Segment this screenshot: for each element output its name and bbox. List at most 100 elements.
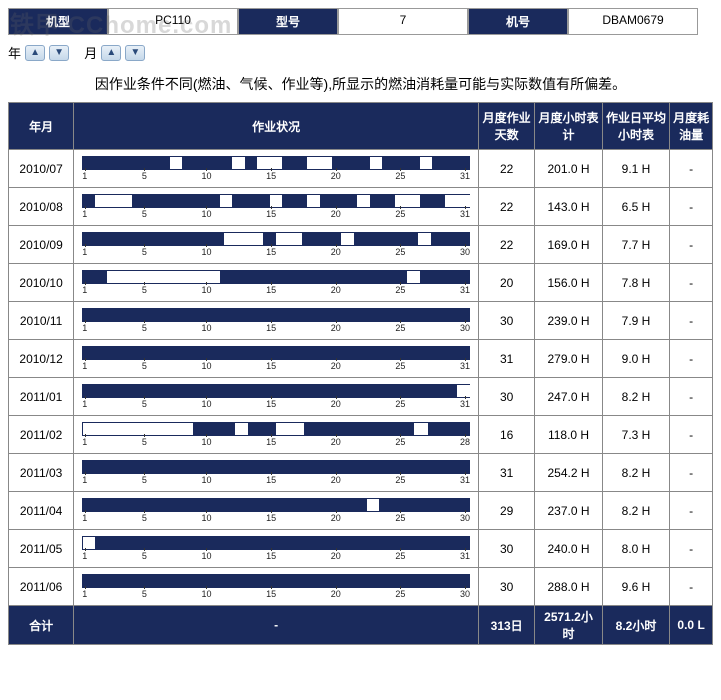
table-row: 2010/1115101520253030239.0 H7.9 H-: [9, 302, 713, 340]
cell-activity-chart: 151015202530: [74, 568, 479, 606]
cell-avg: 9.0 H: [602, 340, 669, 378]
table-row: 2010/0815101520253122143.0 H6.5 H-: [9, 188, 713, 226]
total-label: 合计: [9, 606, 74, 645]
table-row: 2010/1215101520253131279.0 H9.0 H-: [9, 340, 713, 378]
total-days: 313日: [479, 606, 535, 645]
cell-hours: 118.0 H: [535, 416, 602, 454]
model-value: 7: [338, 8, 468, 35]
cell-avg: 8.0 H: [602, 530, 669, 568]
machine-no-value: DBAM0679: [568, 8, 698, 35]
cell-days: 30: [479, 302, 535, 340]
model-label: 型号: [238, 8, 338, 35]
cell-fuel: -: [670, 264, 713, 302]
cell-hours: 279.0 H: [535, 340, 602, 378]
cell-activity-chart: 151015202531: [74, 378, 479, 416]
table-row: 2011/0115101520253130247.0 H8.2 H-: [9, 378, 713, 416]
total-fuel: 0.0 L: [670, 606, 713, 645]
cell-fuel: -: [670, 226, 713, 264]
cell-fuel: -: [670, 302, 713, 340]
cell-avg: 7.8 H: [602, 264, 669, 302]
cell-hours: 240.0 H: [535, 530, 602, 568]
cell-activity-chart: 151015202531: [74, 530, 479, 568]
cell-days: 31: [479, 340, 535, 378]
header-info: 机型 PC110 型号 7 机号 DBAM0679: [8, 8, 713, 35]
month-down-button[interactable]: ▼: [125, 45, 145, 61]
cell-avg: 9.6 H: [602, 568, 669, 606]
cell-month: 2011/05: [9, 530, 74, 568]
cell-month: 2010/10: [9, 264, 74, 302]
cell-fuel: -: [670, 378, 713, 416]
table-row: 2010/0915101520253022169.0 H7.7 H-: [9, 226, 713, 264]
table-row: 2011/0215101520252816118.0 H7.3 H-: [9, 416, 713, 454]
cell-hours: 288.0 H: [535, 568, 602, 606]
cell-activity-chart: 151015202531: [74, 264, 479, 302]
cell-fuel: -: [670, 568, 713, 606]
table-row: 2011/0415101520253029237.0 H8.2 H-: [9, 492, 713, 530]
data-table: 年月 作业状况 月度作业天数 月度小时表计 作业日平均小时表 月度耗油量 201…: [8, 102, 713, 645]
cell-days: 30: [479, 378, 535, 416]
cell-hours: 156.0 H: [535, 264, 602, 302]
cell-fuel: -: [670, 530, 713, 568]
cell-activity-chart: 151015202530: [74, 492, 479, 530]
th-activity: 作业状况: [74, 103, 479, 150]
cell-days: 16: [479, 416, 535, 454]
cell-month: 2011/03: [9, 454, 74, 492]
cell-days: 22: [479, 188, 535, 226]
cell-hours: 169.0 H: [535, 226, 602, 264]
cell-fuel: -: [670, 492, 713, 530]
cell-avg: 7.7 H: [602, 226, 669, 264]
cell-month: 2010/07: [9, 150, 74, 188]
cell-avg: 7.9 H: [602, 302, 669, 340]
cell-avg: 9.1 H: [602, 150, 669, 188]
cell-month: 2010/09: [9, 226, 74, 264]
month-up-button[interactable]: ▲: [101, 45, 121, 61]
cell-activity-chart: 151015202530: [74, 302, 479, 340]
cell-hours: 237.0 H: [535, 492, 602, 530]
table-row: 2011/0615101520253030288.0 H9.6 H-: [9, 568, 713, 606]
cell-month: 2010/08: [9, 188, 74, 226]
cell-activity-chart: 151015202528: [74, 416, 479, 454]
cell-month: 2011/04: [9, 492, 74, 530]
cell-month: 2010/11: [9, 302, 74, 340]
total-avg: 8.2小时: [602, 606, 669, 645]
cell-days: 30: [479, 530, 535, 568]
machine-no-label: 机号: [468, 8, 568, 35]
th-hours: 月度小时表计: [535, 103, 602, 150]
cell-fuel: -: [670, 150, 713, 188]
note-text: 因作业条件不同(燃油、气候、作业等),所显示的燃油消耗量可能与实际数值有所偏差。: [8, 74, 713, 94]
cell-days: 22: [479, 226, 535, 264]
table-row: 2011/0515101520253130240.0 H8.0 H-: [9, 530, 713, 568]
th-fuel: 月度耗油量: [670, 103, 713, 150]
date-navigator: 年 ▲ ▼ 月 ▲ ▼: [8, 43, 713, 62]
cell-activity-chart: 151015202531: [74, 188, 479, 226]
year-down-button[interactable]: ▼: [49, 45, 69, 61]
total-hours: 2571.2小时: [535, 606, 602, 645]
machine-type-label: 机型: [8, 8, 108, 35]
cell-hours: 247.0 H: [535, 378, 602, 416]
total-activity: -: [74, 606, 479, 645]
cell-days: 22: [479, 150, 535, 188]
table-row: 2011/0315101520253131254.2 H8.2 H-: [9, 454, 713, 492]
machine-type-value: PC110: [108, 8, 238, 35]
cell-days: 20: [479, 264, 535, 302]
cell-activity-chart: 151015202531: [74, 340, 479, 378]
th-month: 年月: [9, 103, 74, 150]
year-up-button[interactable]: ▲: [25, 45, 45, 61]
cell-avg: 6.5 H: [602, 188, 669, 226]
th-days: 月度作业天数: [479, 103, 535, 150]
month-label: 月: [84, 43, 97, 62]
total-row: 合计-313日2571.2小时8.2小时0.0 L: [9, 606, 713, 645]
cell-month: 2011/02: [9, 416, 74, 454]
cell-fuel: -: [670, 188, 713, 226]
cell-avg: 8.2 H: [602, 378, 669, 416]
cell-hours: 201.0 H: [535, 150, 602, 188]
table-row: 2010/1015101520253120156.0 H7.8 H-: [9, 264, 713, 302]
cell-avg: 8.2 H: [602, 454, 669, 492]
cell-fuel: -: [670, 416, 713, 454]
cell-fuel: -: [670, 340, 713, 378]
cell-days: 31: [479, 454, 535, 492]
cell-days: 29: [479, 492, 535, 530]
cell-avg: 7.3 H: [602, 416, 669, 454]
cell-days: 30: [479, 568, 535, 606]
cell-fuel: -: [670, 454, 713, 492]
